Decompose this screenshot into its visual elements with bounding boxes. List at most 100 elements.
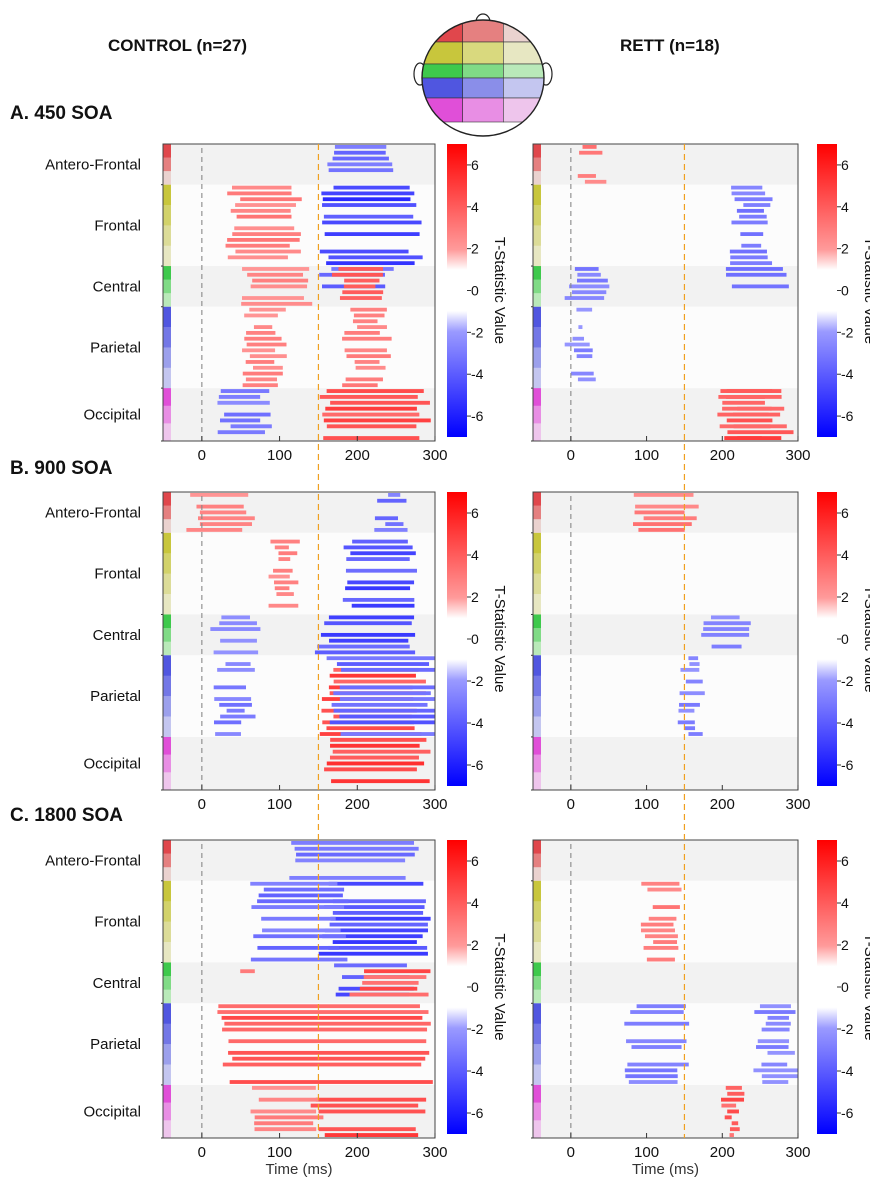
electrode-strip [533,1003,541,1024]
colorbar: 6 4 2 0 -2 -4 -6 T-Statistic Value [817,492,870,786]
electrode-strip [163,1044,171,1065]
panel-frame [532,839,799,1139]
heatmap-cluster-bar [578,325,583,329]
region-band [533,1084,798,1138]
panel-frame [162,491,436,791]
electrode-strip [533,989,541,1004]
colorbar-tick-label: -4 [841,715,854,731]
heatmap-cluster-bar [250,1109,317,1114]
electrode-strip [163,628,171,642]
heatmap-cluster-bar [576,354,593,359]
head-region-cell [422,63,463,79]
electrode-strip [163,921,171,943]
heatmap-cluster-bar [235,203,296,207]
head-region-cell [503,63,544,79]
heatmap-cluster-bar [318,951,428,956]
colorbar-tick-label: -6 [471,757,484,773]
electrode-strip [163,594,171,615]
heatmap-cluster-bar [327,162,393,167]
colorbar-tick-label: -4 [471,715,484,731]
electrode-strip [533,184,541,206]
heatmap-cluster-bar [727,1091,745,1096]
heatmap-cluster-bar [582,145,597,149]
heatmap-cluster-bar [291,841,415,845]
heatmap-cluster-bar [626,1039,687,1044]
heatmap-cluster-bar [761,1027,790,1032]
heatmap-cluster-bar [328,615,415,620]
heatmap-cluster-bar [627,1062,689,1067]
heatmap-panel: Antero-Frontal Frontal Central Parietal Occi… [45,839,448,1178]
heatmap-cluster-bar [226,708,245,713]
heatmap-cluster-bar [326,726,415,731]
region-band [163,655,435,737]
head-region-cell [503,20,544,43]
colorbar-tick-label: 2 [471,937,479,953]
heatmap-cluster-bar [253,325,273,329]
heatmap-cluster-bar [242,371,283,376]
heatmap-cluster-bar [319,249,409,254]
heatmap-cluster-bar [222,1062,422,1067]
heatmap-cluster-bar [244,313,278,318]
heatmap-cluster-bar [727,1109,739,1114]
heatmap-cluster-bar [739,214,767,219]
heatmap-cluster-bar [250,957,348,962]
region-band [533,840,798,881]
heatmap-cluster-bar [351,603,415,608]
colorbar-tick-label: -6 [841,1105,854,1121]
colorbar-tick-label: -2 [841,673,854,689]
electrode-strip [533,293,541,308]
colorbar-tick-label: -2 [841,324,854,340]
heatmap-cluster-bar [296,852,415,857]
electrode-strip [163,641,171,656]
electrode-strip [163,279,171,294]
heatmap-cluster-bar [625,1074,678,1079]
colorbar-tick-label: -6 [841,408,854,424]
heatmap-cluster-bar [236,214,292,219]
heatmap-cluster-bar [573,348,593,353]
region-band [533,306,798,389]
heatmap-cluster-bar [584,179,607,184]
heatmap-cluster-bar [726,272,787,277]
electrode-strip [163,293,171,308]
heatmap-cluster-bar [349,992,429,997]
electrode-strip [533,1102,541,1121]
heatmap-cluster-bar [328,255,423,260]
heatmap-cluster-bar [359,986,418,991]
heatmap-cluster-bar [347,580,415,585]
heatmap-cluster-bar [228,1050,430,1055]
heatmap-cluster-bar [230,208,291,213]
heatmap-cluster-bar [328,945,428,950]
colorbar-label: T-Statistic Value [491,237,508,344]
heatmap-cluster-bar [268,574,290,579]
heatmap-cluster-bar [250,881,338,886]
electrode-head-map [413,13,553,137]
colorbar-tick-label: -2 [471,673,484,689]
electrode-strip [533,594,541,615]
electrode-strip [163,157,171,172]
colorbar-label: T-Statistic Value [861,933,870,1040]
heatmap-cluster-bar [213,720,242,725]
colorbar: 6 4 2 0 -2 -4 -6 T-Statistic Value [447,492,508,786]
heatmap-cluster-bar [324,928,428,933]
heatmap-cluster-bar [221,1015,423,1020]
heatmap-cluster-bar [242,296,304,300]
heatmap-cluster-bar [344,348,387,353]
x-axis-label: Time (ms) [632,1161,699,1178]
heatmap-cluster-bar [242,383,278,388]
heatmap-cluster-bar [324,621,412,626]
heatmap-cluster-bar [643,945,679,950]
electrode-strip [163,367,171,389]
heatmap-cluster-bar [338,267,384,271]
head-region-cell [462,20,504,43]
colorbar-label: T-Statistic Value [861,585,870,692]
heatmap-cluster-bar [343,545,413,550]
heatmap-cluster-bar [761,1074,798,1079]
heatmap-cluster-bar [564,342,590,347]
heatmap-cluster-bar [231,185,292,190]
heatmap-cluster-bar [572,336,585,341]
heatmap-cluster-bar [274,545,289,550]
heatmap-cluster-bar [276,592,294,596]
heatmap-cluster-bar [729,1133,734,1137]
electrode-strip [533,347,541,369]
heatmap-cluster-bar [332,940,417,944]
